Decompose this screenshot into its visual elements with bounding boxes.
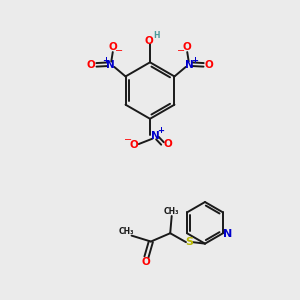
Text: O: O [108,42,117,52]
Text: CH₃: CH₃ [119,227,135,236]
Text: N: N [151,131,159,141]
Text: O: O [163,140,172,149]
Text: N: N [185,60,194,70]
Text: N: N [106,60,115,70]
Text: S: S [185,237,194,247]
Text: +: + [191,56,198,64]
Text: O: O [87,60,96,70]
Text: CH₃: CH₃ [164,207,179,216]
Text: N: N [223,229,232,239]
Text: +: + [102,56,109,64]
Text: O: O [144,36,153,46]
Text: H: H [153,31,160,40]
Text: −: − [177,46,185,56]
Text: O: O [204,60,213,70]
Text: O: O [183,42,192,52]
Text: −: − [124,135,132,145]
Text: O: O [142,257,150,267]
Text: O: O [129,140,138,150]
Text: +: + [157,127,164,136]
Text: −: − [115,46,123,56]
